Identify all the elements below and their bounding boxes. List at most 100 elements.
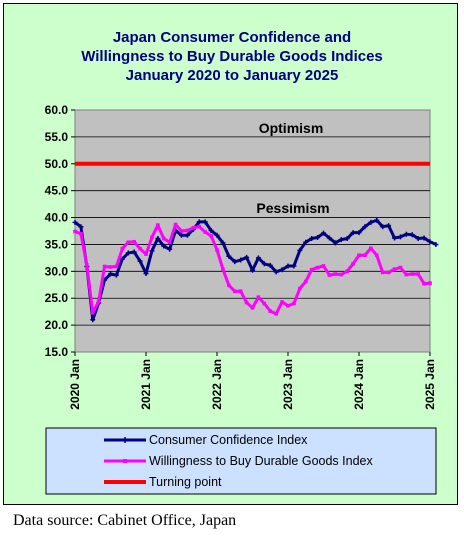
- data-point: [279, 267, 285, 273]
- data-point: [422, 281, 426, 286]
- data-point: [386, 270, 391, 275]
- data-point: [167, 246, 173, 252]
- data-point: [369, 246, 373, 251]
- data-point: [274, 312, 278, 316]
- data-point: [410, 272, 415, 276]
- data-point: [126, 240, 131, 245]
- x-tick-label: 2022 Jan: [210, 359, 224, 410]
- data-point: [291, 263, 297, 269]
- annotation-pessimism: Pessimism: [256, 200, 329, 216]
- data-point: [398, 265, 403, 270]
- x-tick-label: 2024 Jan: [352, 359, 366, 410]
- data-point: [297, 247, 303, 253]
- data-point: [102, 264, 107, 269]
- y-tick-label: 45.0: [45, 184, 69, 198]
- data-point: [208, 227, 214, 233]
- data-point: [238, 257, 244, 263]
- data-point: [357, 253, 361, 257]
- data-point: [143, 270, 149, 276]
- legend-marker: [123, 459, 127, 463]
- data-point: [144, 252, 148, 256]
- data-point: [404, 272, 409, 277]
- data-point: [202, 219, 208, 225]
- data-point: [292, 301, 296, 306]
- data-point: [427, 239, 433, 245]
- series-layer: [72, 161, 439, 323]
- data-point: [244, 254, 250, 260]
- x-tick-label: 2020 Jan: [68, 359, 82, 410]
- y-tick-label: 25.0: [45, 291, 69, 305]
- title-line-2: Willingness to Buy Durable Goods Indices: [81, 48, 383, 65]
- data-point: [150, 235, 154, 240]
- data-point: [250, 306, 255, 310]
- data-point: [214, 232, 220, 238]
- data-point: [113, 272, 119, 278]
- data-point: [220, 240, 226, 246]
- data-point: [267, 262, 273, 268]
- data-point: [280, 300, 284, 304]
- data-point: [345, 269, 349, 274]
- data-point: [261, 261, 267, 267]
- data-point: [397, 234, 403, 240]
- legend-label: Consumer Confidence Index: [149, 433, 308, 447]
- data-point: [138, 246, 142, 251]
- y-tick-label: 60.0: [45, 103, 69, 117]
- y-tick-label: 20.0: [45, 318, 69, 332]
- data-point: [380, 270, 385, 275]
- data-point: [79, 231, 83, 236]
- y-tick-label: 30.0: [45, 264, 69, 278]
- data-point: [416, 272, 420, 276]
- legend-label: Willingness to Buy Durable Goods Index: [149, 454, 373, 468]
- data-point: [131, 249, 137, 255]
- data-point: [78, 224, 84, 230]
- data-point: [72, 219, 78, 225]
- data-point: [309, 267, 314, 272]
- data-point: [350, 230, 356, 236]
- data-point: [380, 224, 386, 230]
- chart-title: Japan Consumer Confidence and Willingnes…: [81, 29, 383, 84]
- data-point: [273, 269, 279, 275]
- data-point: [433, 241, 439, 247]
- title-line-3: January 2020 to January 2025: [126, 67, 339, 84]
- x-tick-label: 2025 Jan: [423, 359, 437, 410]
- data-point: [356, 230, 362, 236]
- data-point: [303, 239, 309, 245]
- data-point: [374, 253, 379, 257]
- data-point: [344, 236, 350, 242]
- data-point: [262, 301, 267, 306]
- data-point: [191, 225, 196, 230]
- x-axis-ticks: 2020 Jan 2021 Jan 2022 Jan 2023 Jan 2024 Jan…: [68, 352, 437, 410]
- data-point: [315, 234, 321, 240]
- data-point: [286, 303, 290, 308]
- data-point: [156, 223, 160, 227]
- data-point: [155, 236, 161, 242]
- data-point: [386, 223, 392, 229]
- y-tick-label: 35.0: [45, 237, 69, 251]
- data-point: [232, 289, 237, 294]
- legend: Consumer Confidence Index Willingness to …: [104, 433, 373, 489]
- data-point: [363, 253, 367, 257]
- data-point: [215, 248, 219, 252]
- data-point: [333, 272, 338, 276]
- data-point: [184, 232, 190, 238]
- y-tick-label: 40.0: [45, 211, 69, 225]
- data-source-note: Data source: Cabinet Office, Japan: [13, 512, 237, 529]
- data-point: [90, 317, 96, 323]
- data-point: [339, 272, 344, 277]
- data-point: [392, 235, 397, 241]
- legend-marker: [122, 437, 128, 443]
- data-point: [303, 279, 308, 284]
- data-point: [244, 300, 249, 305]
- y-tick-label: 15.0: [45, 345, 69, 359]
- data-point: [392, 267, 397, 271]
- data-point: [403, 231, 409, 237]
- title-line-1: Japan Consumer Confidence and: [113, 29, 351, 46]
- data-point: [226, 253, 232, 259]
- data-point: [120, 246, 125, 251]
- data-point: [209, 234, 213, 238]
- data-point: [421, 235, 427, 241]
- data-point: [298, 286, 302, 291]
- data-point: [326, 235, 332, 241]
- data-point: [197, 224, 202, 229]
